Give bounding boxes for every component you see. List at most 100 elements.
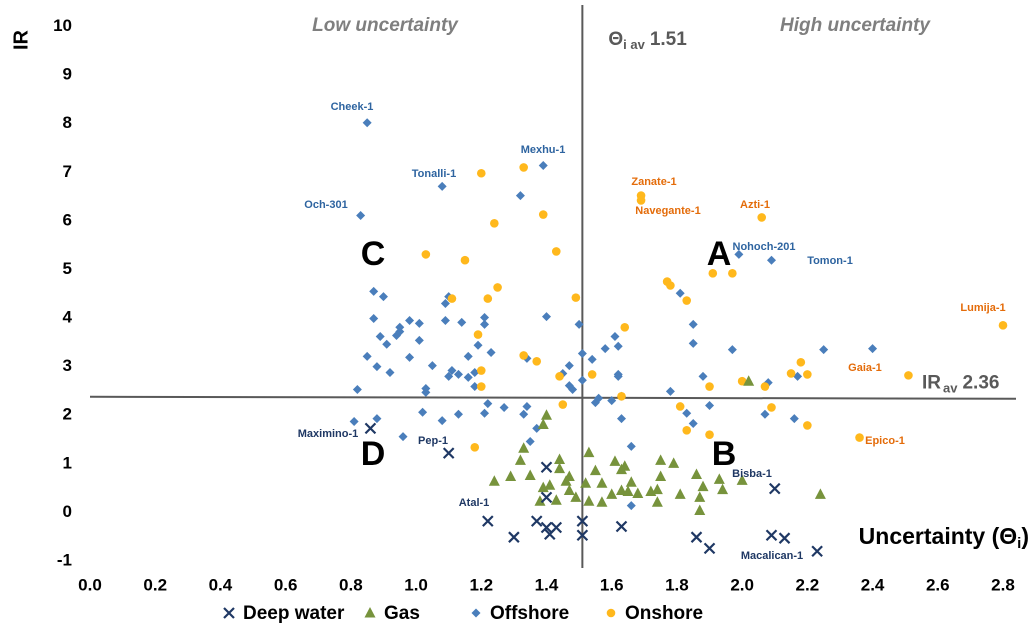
marker-diamond (414, 335, 424, 345)
x-tick-label: 1.0 (404, 575, 428, 594)
legend-label: Gas (384, 603, 420, 624)
marker-triangle (537, 481, 549, 493)
marker-circle (760, 382, 770, 391)
marker-triangle (364, 607, 376, 618)
marker-triangle (668, 457, 680, 468)
marker-circle (620, 322, 630, 332)
marker-circle (555, 372, 564, 381)
quadrant-title: High uncertainty (780, 15, 931, 36)
marker-diamond (613, 369, 623, 379)
reference-value: 1.51 (650, 29, 687, 50)
marker-diamond (499, 402, 509, 412)
marker-diamond (463, 372, 473, 382)
marker-x (530, 515, 543, 527)
marker-circle (476, 168, 486, 178)
y-tick-label: 9 (63, 65, 72, 84)
x-tick-label: 0.2 (143, 575, 167, 594)
marker-diamond (421, 387, 431, 397)
marker-diamond (705, 401, 715, 411)
legend-label: Onshore (625, 603, 703, 624)
marker-diamond (568, 384, 578, 394)
marker-circle (786, 369, 796, 378)
point-label: Zanate-1 (631, 176, 676, 188)
marker-diamond (375, 332, 385, 342)
marker-triangle (632, 487, 644, 498)
marker-diamond (789, 414, 799, 424)
marker-diamond (480, 408, 490, 418)
marker-diamond (532, 423, 542, 433)
quadrant-letter: A (707, 235, 732, 273)
marker-diamond (626, 441, 636, 451)
marker-triangle (537, 418, 549, 429)
marker-triangle (655, 454, 667, 465)
marker-triangle (655, 470, 667, 481)
legend-label: Offshore (490, 603, 569, 624)
marker-diamond (418, 407, 428, 417)
marker-triangle (518, 442, 530, 453)
marker-circle (636, 196, 646, 205)
marker-diamond (457, 317, 467, 327)
marker-triangle (674, 488, 686, 499)
marker-x (690, 531, 703, 543)
marker-diamond (577, 375, 587, 385)
marker-diamond (574, 319, 584, 329)
marker-circle (476, 366, 486, 375)
marker-diamond (868, 344, 878, 354)
x-tick-label: 2.8 (991, 575, 1015, 594)
reference-value: 2.36 (962, 373, 999, 394)
point-label: Och-301 (304, 199, 347, 211)
marker-diamond (398, 432, 408, 442)
marker-diamond (613, 341, 623, 351)
y-tick-label: 4 (63, 308, 73, 327)
reference-label: IR av 2.36 (922, 373, 999, 396)
point-label: Mexhu-1 (521, 144, 566, 156)
marker-triangle (554, 453, 566, 464)
marker-circle (803, 370, 812, 379)
marker-x (364, 422, 377, 435)
marker-circle (421, 250, 431, 259)
marker-diamond (427, 361, 437, 371)
y-tick-label: 1 (63, 453, 72, 472)
legend-item: Offshore (471, 603, 569, 624)
marker-triangle (606, 488, 618, 499)
x-tick-label: 1.8 (665, 575, 689, 594)
marker-diamond (819, 345, 829, 355)
marker-circle (558, 400, 568, 409)
marker-triangle (488, 475, 500, 486)
point-label: Bisba-1 (732, 468, 772, 480)
marker-circle (470, 442, 480, 452)
point-label: Nohoch-201 (733, 241, 796, 253)
marker-triangle (697, 480, 709, 492)
marker-diamond (525, 436, 535, 446)
marker-diamond (470, 382, 480, 392)
reference-subscript: i av (623, 37, 645, 52)
marker-diamond (471, 608, 481, 618)
marker-circle (675, 402, 685, 411)
marker-diamond (793, 371, 803, 381)
marker-circle (855, 433, 864, 442)
marker-triangle (622, 485, 634, 497)
marker-diamond (473, 340, 483, 350)
marker-diamond (594, 393, 604, 403)
marker-diamond (382, 339, 392, 349)
marker-diamond (519, 409, 529, 419)
marker-circle (447, 294, 457, 303)
marker-triangle (563, 470, 575, 481)
marker-diamond (372, 362, 382, 372)
y-tick-label: -1 (57, 550, 72, 569)
marker-x (576, 515, 589, 527)
marker-x (540, 461, 553, 473)
marker-circle (737, 376, 747, 386)
marker-circle (483, 294, 493, 303)
x-tick-label: 2.0 (730, 575, 754, 594)
marker-diamond (395, 322, 405, 332)
marker-diamond (542, 312, 551, 322)
marker-triangle (514, 454, 526, 465)
marker-circle (493, 283, 502, 292)
reference-line (89, 395, 1017, 400)
y-tick-label: 2 (63, 405, 72, 424)
y-tick-label: 5 (63, 259, 72, 278)
legend-label: Deep water (243, 603, 345, 624)
marker-diamond (688, 338, 698, 348)
marker-triangle (505, 470, 517, 481)
